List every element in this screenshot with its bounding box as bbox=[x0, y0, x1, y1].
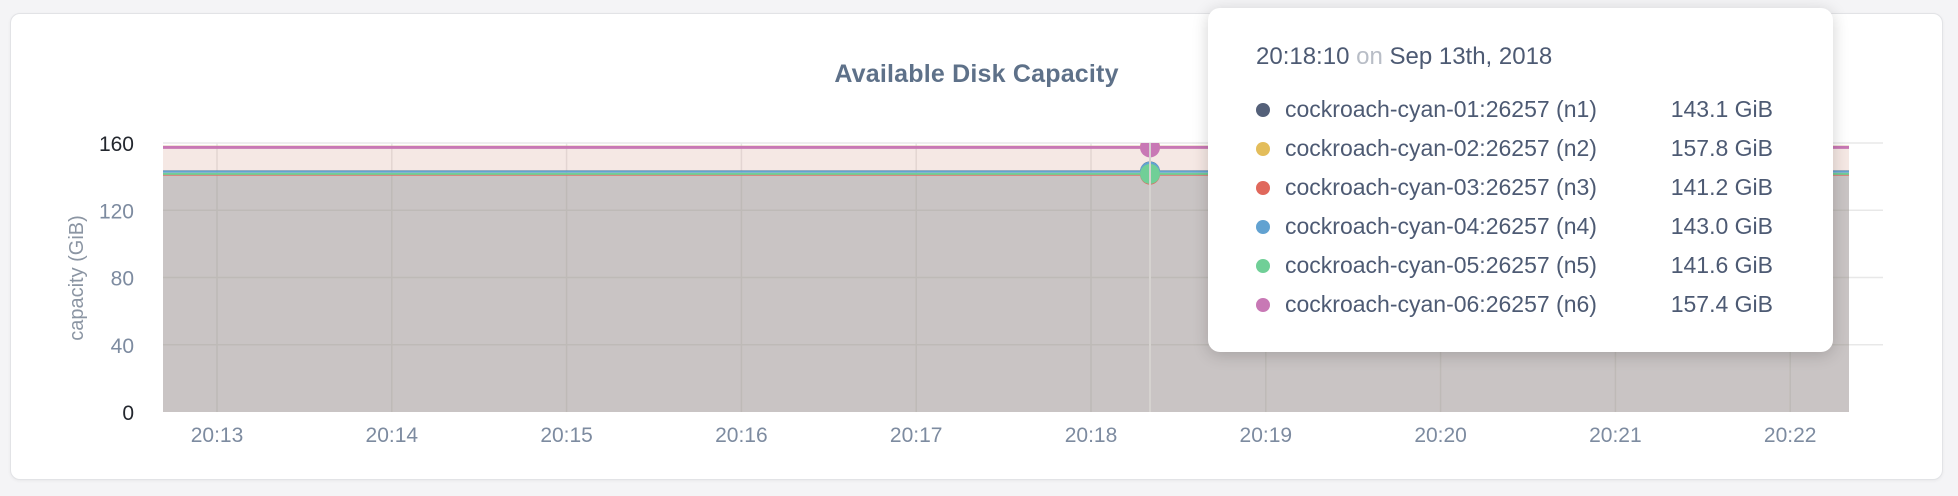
tooltip-time: 20:18:10 bbox=[1256, 43, 1350, 70]
series-name: cockroach-cyan-05:26257 (n5) bbox=[1285, 252, 1597, 278]
series-name: cockroach-cyan-03:26257 (n3) bbox=[1285, 174, 1597, 200]
series-value: 143.0 GiB bbox=[1670, 213, 1773, 239]
series-name: cockroach-cyan-02:26257 (n2) bbox=[1285, 135, 1597, 161]
chart-title: Available Disk Capacity bbox=[834, 60, 1119, 88]
tooltip-series-row: cockroach-cyan-03:26257 (n3) 141.2 GiB bbox=[1256, 168, 1773, 207]
series-name: cockroach-cyan-06:26257 (n6) bbox=[1285, 291, 1597, 317]
x-tick-label: 20:16 bbox=[715, 424, 768, 447]
series-value: 141.2 GiB bbox=[1670, 174, 1773, 200]
tooltip-series-row: cockroach-cyan-01:26257 (n1) 143.1 GiB bbox=[1256, 90, 1773, 129]
x-tick-label: 20:21 bbox=[1589, 424, 1642, 447]
y-tick-label: 160 bbox=[99, 133, 134, 156]
x-tick-label: 20:17 bbox=[890, 424, 943, 447]
y-tick-label: 120 bbox=[99, 200, 134, 223]
x-tick-label: 20:15 bbox=[540, 424, 593, 447]
tooltip-date: Sep 13th, 2018 bbox=[1389, 43, 1553, 70]
tooltip-series-row: cockroach-cyan-05:26257 (n5) 141.6 GiB bbox=[1256, 246, 1773, 285]
series-color-dot-icon bbox=[1256, 102, 1270, 117]
series-color-dot-icon bbox=[1256, 258, 1270, 273]
y-tick-label: 80 bbox=[111, 268, 134, 291]
series-value: 143.1 GiB bbox=[1670, 96, 1773, 122]
series-color-dot-icon bbox=[1256, 219, 1270, 234]
y-axis-title: capacity (GiB) bbox=[66, 215, 88, 341]
x-tick-label: 20:18 bbox=[1065, 424, 1118, 447]
series-color-dot-icon bbox=[1256, 180, 1270, 195]
series-color-dot-icon bbox=[1256, 297, 1270, 312]
tooltip-series-row: cockroach-cyan-02:26257 (n2) 157.8 GiB bbox=[1256, 129, 1773, 168]
series-name: cockroach-cyan-01:26257 (n1) bbox=[1285, 96, 1597, 122]
tooltip-series-row: cockroach-cyan-06:26257 (n6) 157.4 GiB bbox=[1256, 285, 1773, 324]
x-tick-label: 20:19 bbox=[1240, 424, 1293, 447]
x-tick-label: 20:14 bbox=[366, 424, 419, 447]
tooltip-series-row: cockroach-cyan-04:26257 (n4) 143.0 GiB bbox=[1256, 207, 1773, 246]
series-name: cockroach-cyan-04:26257 (n4) bbox=[1285, 213, 1597, 239]
x-tick-label: 20:22 bbox=[1764, 424, 1817, 447]
tooltip-series-list: cockroach-cyan-01:26257 (n1) 143.1 GiB coc… bbox=[1256, 90, 1773, 324]
tooltip-header: 20:18:10 on Sep 13th, 2018 bbox=[1256, 42, 1773, 72]
tooltip-on-word: on bbox=[1356, 43, 1383, 70]
series-value: 141.6 GiB bbox=[1670, 252, 1773, 278]
hover-tooltip: 20:18:10 on Sep 13th, 2018 cockroach-cya… bbox=[1208, 8, 1833, 352]
y-tick-label: 0 bbox=[122, 402, 134, 425]
x-tick-label: 20:20 bbox=[1414, 424, 1467, 447]
x-tick-label: 20:13 bbox=[191, 424, 244, 447]
series-color-dot-icon bbox=[1256, 141, 1270, 156]
series-value: 157.8 GiB bbox=[1670, 135, 1773, 161]
y-tick-label: 40 bbox=[111, 335, 134, 358]
series-value: 157.4 GiB bbox=[1670, 291, 1773, 317]
